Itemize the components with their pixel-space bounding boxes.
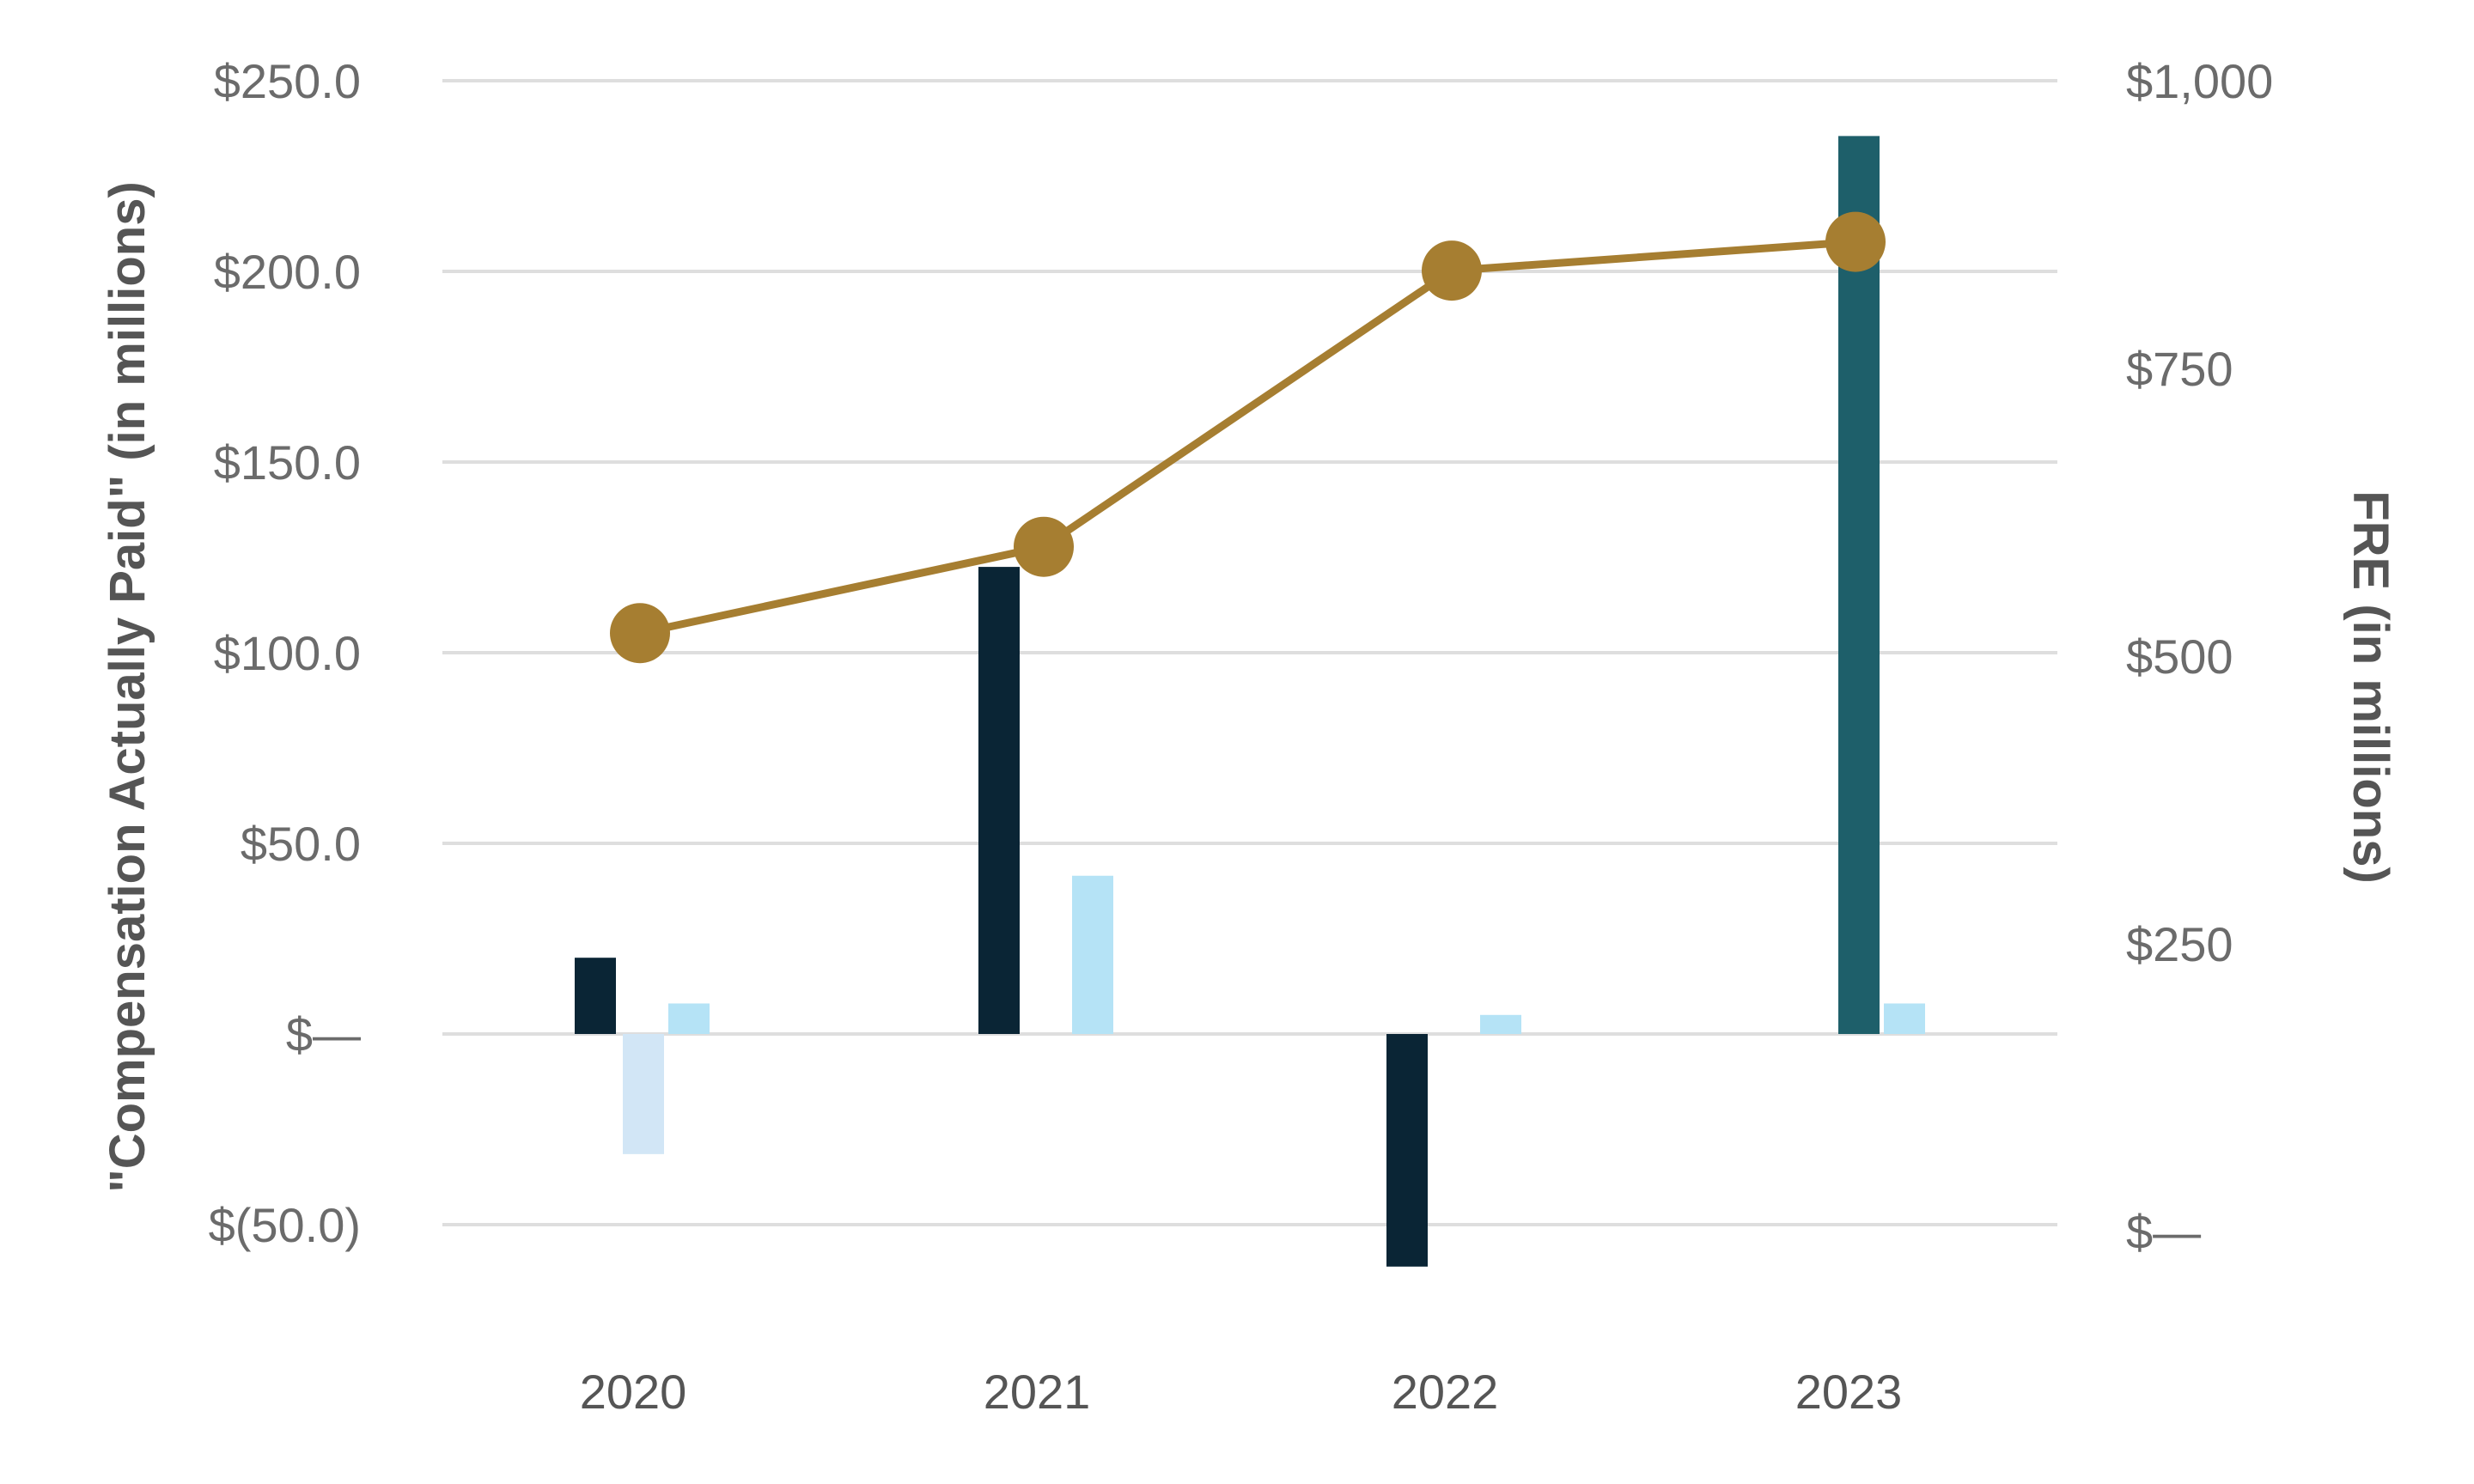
right-axis-title: FRE (in millions): [2343, 490, 2398, 884]
bar: [1386, 1034, 1428, 1267]
right-tick-label: $—: [2126, 1205, 2201, 1259]
left-tick-label: $(50.0): [209, 1198, 361, 1252]
right-axis-ticks: $1,000 $750 $500 $250 $—: [2126, 54, 2273, 1259]
bar: [668, 1003, 710, 1034]
x-tick-label: 2021: [984, 1365, 1091, 1419]
fre-point: [1014, 516, 1074, 577]
left-tick-label: $250.0: [214, 54, 361, 108]
right-tick-label: $1,000: [2126, 54, 2273, 108]
left-tick-label: $50.0: [241, 817, 361, 871]
bar: [1884, 1003, 1925, 1034]
x-tick-label: 2020: [580, 1365, 687, 1419]
left-tick-label: $—: [286, 1007, 361, 1061]
bar: [575, 958, 616, 1034]
right-tick-label: $500: [2126, 629, 2233, 684]
fre-line: [639, 238, 1856, 637]
fre-point: [1825, 211, 1886, 272]
bar: [1838, 136, 1880, 1034]
right-tick-label: $750: [2126, 342, 2233, 396]
left-tick-label: $150.0: [214, 435, 361, 490]
bar: [623, 1034, 664, 1154]
fre-point: [1422, 240, 1482, 301]
fre-point: [610, 603, 670, 664]
bar-series: [575, 136, 1925, 1267]
left-axis-title: "Compensation Actually Paid" (in million…: [100, 181, 155, 1193]
right-tick-label: $250: [2126, 917, 2233, 971]
gridlines: [442, 79, 2057, 1226]
bar: [1480, 1014, 1521, 1034]
line-series: [610, 211, 1886, 664]
x-axis-ticks: 2020 2021 2022 2023: [580, 1365, 1903, 1419]
left-axis-ticks: $250.0 $200.0 $150.0 $100.0 $50.0 $— $(50.0): [209, 54, 361, 1252]
left-tick-label: $100.0: [214, 626, 361, 680]
bar: [978, 567, 1020, 1034]
bar: [1072, 875, 1113, 1034]
left-tick-label: $200.0: [214, 245, 361, 299]
x-tick-label: 2022: [1392, 1365, 1499, 1419]
x-tick-label: 2023: [1795, 1365, 1903, 1419]
